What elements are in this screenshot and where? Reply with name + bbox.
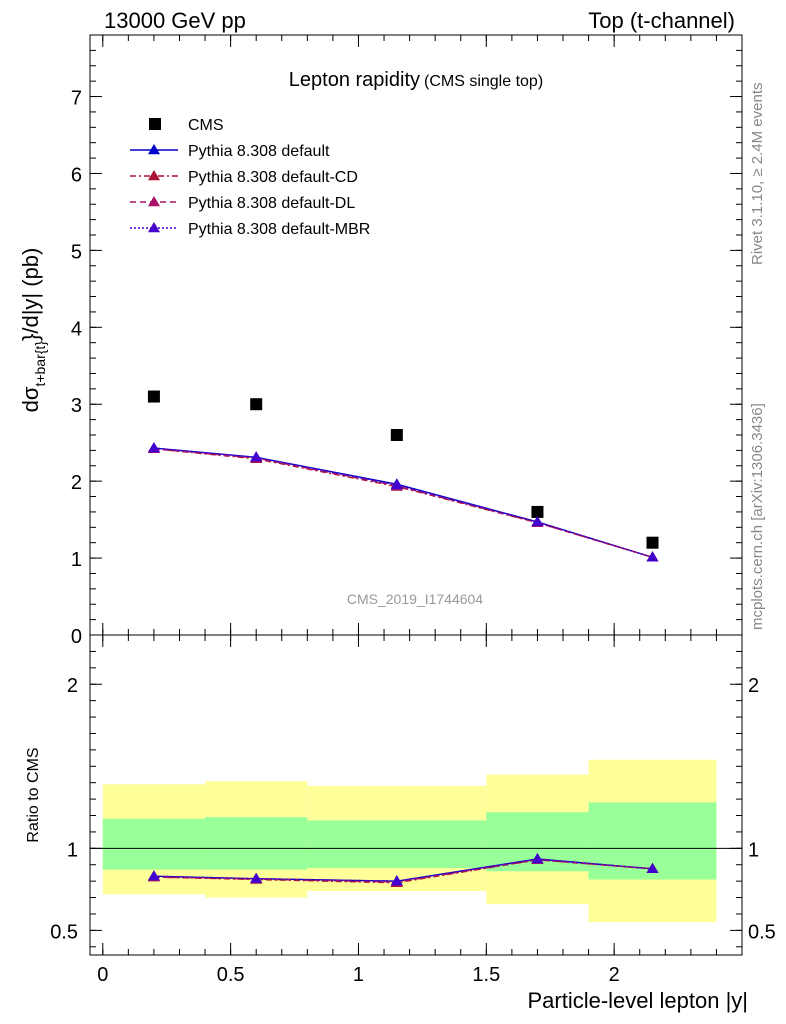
ratio-y-tick-label: 0.5: [50, 921, 78, 943]
series-pythia-1: [147, 442, 659, 562]
cms-data-point: [147, 390, 160, 403]
y-tick-label: 6: [71, 164, 82, 186]
y-tick-label: 0: [71, 626, 82, 648]
x-tick-label: 2: [609, 964, 620, 986]
legend-label: Pythia 8.308 default-MBR: [188, 221, 370, 238]
ratio-point: [646, 862, 659, 874]
watermark: CMS_2019_I1744604: [347, 591, 483, 607]
ratio-line: [153, 858, 653, 882]
ratio-y-tick-label-right: 2: [748, 675, 759, 697]
legend-marker: [148, 170, 160, 181]
legend-marker: [149, 118, 161, 130]
chart-subtitle: (CMS single top): [424, 73, 543, 90]
y-tick-label: 4: [71, 318, 82, 340]
ratio-point: [250, 872, 263, 883]
main-axes: 0 1 2 3 4 5 6 7: [71, 34, 743, 648]
x-tick-label: 1: [353, 964, 364, 986]
y-label-sub: t+bar{t}: [32, 341, 48, 387]
ratio-y-tick-label-right: 0.5: [748, 921, 776, 943]
x-tick-label: 0: [97, 964, 108, 986]
cms-data-point: [390, 429, 403, 441]
ratio-axes: 0.5 0.5 1 1 2 2 0 0.5 1 1.5 2: [50, 634, 776, 986]
uncertainty-band-inner: [102, 818, 206, 870]
y-tick-label: 2: [71, 472, 82, 494]
ratio-plot-content: [90, 759, 742, 923]
ratio-series-3: [147, 853, 659, 886]
legend-marker: [148, 222, 160, 233]
y-tick-label: 3: [71, 395, 82, 417]
series-pythia-3: [147, 442, 659, 562]
ratio-point: [390, 875, 403, 886]
legend-item: Pythia 8.308 default: [130, 143, 330, 160]
x-tick-label: 1.5: [472, 964, 500, 986]
ratio-y-tick-label: 1: [67, 839, 78, 861]
mc-point: [250, 451, 263, 462]
main-plot-content: [147, 390, 659, 562]
ratio-panel: 0.5 0.5 1 1 2 2 0 0.5 1 1.5 2 Ratio to CMS Particl…: [25, 634, 776, 1013]
legend-label: Pythia 8.308 default-DL: [188, 195, 355, 212]
legend-marker: [148, 144, 160, 155]
y-label-suffix: }/d|y| (pb): [18, 248, 43, 341]
y-label-prefix: dσ: [18, 386, 43, 412]
legend-item: Pythia 8.308 default-MBR: [130, 221, 370, 238]
cms-data-point: [531, 505, 544, 518]
mc-line: [153, 448, 653, 558]
series-pythia-2: [147, 442, 659, 562]
x-tick-label: 0.5: [217, 964, 245, 986]
legend-label: Pythia 8.308 default-CD: [188, 169, 358, 186]
mc-line: [153, 447, 653, 558]
ratio-y-tick-label-right: 1: [748, 839, 759, 861]
chart-title: Lepton rapidity: [289, 69, 420, 91]
mc-point: [531, 515, 544, 527]
legend-item: Pythia 8.308 default-CD: [130, 169, 358, 186]
legend: CMS Pythia 8.308 default Pythia 8.308 defa…: [130, 117, 370, 238]
mc-point: [147, 442, 160, 453]
x-axis-label: Particle-level lepton |y|: [527, 988, 748, 1013]
cms-data-point: [646, 536, 659, 549]
mc-line: [153, 448, 653, 558]
legend-label: Pythia 8.308 default: [188, 143, 330, 160]
series-cms: [147, 390, 659, 549]
series-pythia-4: [147, 442, 659, 562]
header-right: Top (t-channel): [588, 8, 735, 33]
legend-label: CMS: [188, 117, 224, 134]
mc-point: [646, 551, 659, 562]
mcplots-label: mcplots.cern.ch [arXiv:1306.3436]: [749, 403, 766, 630]
main-y-axis-label: dσt+bar{t}}/d|y| (pb): [18, 248, 48, 413]
legend-marker: [148, 196, 160, 207]
ratio-y-axis-label: Ratio to CMS: [25, 747, 42, 842]
cms-data-point: [250, 398, 263, 411]
ratio-point: [531, 853, 544, 864]
header-left: 13000 GeV pp: [104, 8, 246, 33]
legend-item: CMS: [149, 117, 224, 134]
y-tick-label: 7: [71, 88, 82, 110]
legend-item: Pythia 8.308 default-DL: [130, 195, 355, 212]
uncertainty-band-inner: [307, 820, 487, 869]
ratio-frame: [89, 634, 743, 956]
uncertainty-band-inner: [205, 817, 308, 870]
ratio-y-tick-label: 2: [67, 675, 78, 697]
mc-point: [390, 479, 403, 490]
main-panel: Lepton rapidity (CMS single top) CMS_201…: [18, 34, 743, 648]
y-tick-label: 1: [71, 549, 82, 571]
rivet-label: Rivet 3.1.10, ≥ 2.4M events: [749, 83, 766, 266]
ratio-point: [147, 870, 160, 881]
y-tick-label: 5: [71, 241, 82, 263]
mc-line: [153, 447, 653, 558]
